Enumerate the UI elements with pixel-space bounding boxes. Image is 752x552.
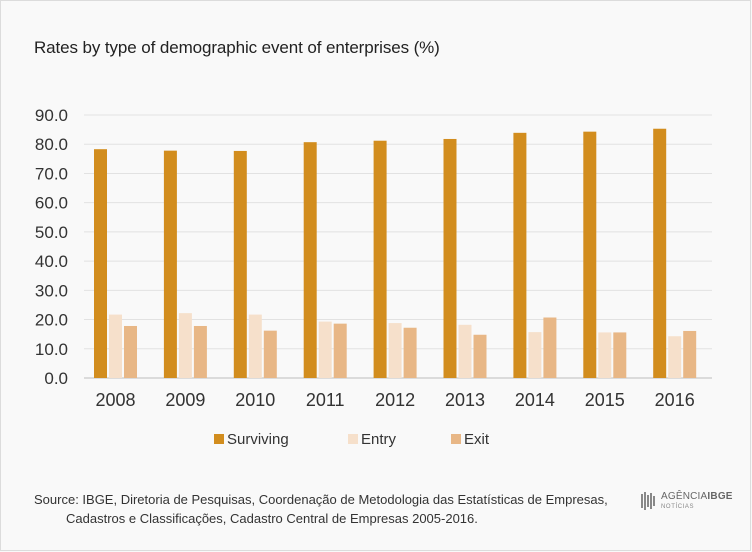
legend-label-exit: Exit bbox=[464, 431, 490, 448]
y-tick-label: 80.0 bbox=[35, 135, 68, 154]
legend: Surviving Entry Exit bbox=[214, 431, 490, 448]
bar-surviving-2009 bbox=[163, 150, 177, 378]
bar-surviving-2015 bbox=[583, 131, 597, 378]
logo-text-bold: IBGE bbox=[707, 491, 733, 502]
y-tick-label: 0.0 bbox=[44, 369, 68, 388]
bar-surviving-2013 bbox=[443, 138, 457, 378]
y-tick-label: 70.0 bbox=[35, 164, 68, 183]
bar-entry-2011 bbox=[318, 321, 332, 378]
bar-exit-2015 bbox=[613, 332, 627, 378]
y-tick-label: 60.0 bbox=[35, 194, 68, 213]
x-tick-label: 2010 bbox=[235, 390, 275, 410]
legend-label-entry: Entry bbox=[361, 431, 397, 448]
source-line-2: Cadastros e Classificações, Cadastro Cen… bbox=[66, 511, 478, 526]
source-line-1: Source: IBGE, Diretoria de Pesquisas, Co… bbox=[34, 492, 608, 507]
y-tick-label: 40.0 bbox=[35, 252, 68, 271]
bar-entry-2014 bbox=[528, 332, 542, 378]
gridlines bbox=[84, 114, 712, 379]
bar-exit-2009 bbox=[193, 325, 207, 378]
bar-surviving-2014 bbox=[513, 132, 527, 378]
source-note: Source: IBGE, Diretoria de Pesquisas, Co… bbox=[34, 490, 608, 528]
y-tick-label: 30.0 bbox=[35, 281, 68, 300]
agencia-ibge-logo: AGÊNCIAIBGE NOTÍCIAS bbox=[641, 492, 733, 510]
y-axis-ticks: 0.0 10.0 20.0 30.0 40.0 50.0 60.0 70.0 80.0 90.0 bbox=[35, 106, 68, 388]
x-axis-ticks: 2008 2009 2010 2011 2012 2013 2014 2015 2016 bbox=[95, 390, 694, 410]
legend-label-surviving: Surviving bbox=[227, 431, 289, 448]
bars bbox=[94, 128, 697, 378]
legend-swatch-exit bbox=[451, 434, 461, 444]
bar-surviving-2012 bbox=[373, 140, 387, 378]
legend-swatch-entry bbox=[348, 434, 358, 444]
bar-entry-2009 bbox=[178, 313, 192, 378]
y-tick-label: 50.0 bbox=[35, 223, 68, 242]
y-tick-label: 90.0 bbox=[35, 106, 68, 125]
bar-exit-2014 bbox=[543, 317, 557, 378]
bar-exit-2012 bbox=[403, 327, 417, 378]
x-tick-label: 2014 bbox=[515, 390, 555, 410]
bar-entry-2015 bbox=[598, 332, 612, 378]
bar-entry-2012 bbox=[388, 323, 402, 378]
logo-subtext: NOTÍCIAS bbox=[661, 504, 695, 510]
bar-surviving-2016 bbox=[653, 128, 667, 378]
bar-entry-2008 bbox=[109, 314, 122, 378]
bar-entry-2010 bbox=[248, 314, 262, 378]
ibge-logo-icon bbox=[641, 492, 655, 510]
x-tick-label: 2012 bbox=[375, 390, 415, 410]
bar-exit-2010 bbox=[263, 330, 277, 378]
bar-surviving-2008 bbox=[94, 149, 107, 378]
x-tick-label: 2009 bbox=[165, 390, 205, 410]
x-tick-label: 2016 bbox=[655, 390, 695, 410]
x-tick-label: 2011 bbox=[306, 390, 345, 410]
logo-text-light: AGÊNCIA bbox=[661, 491, 708, 502]
bar-surviving-2010 bbox=[233, 150, 247, 378]
bar-surviving-2011 bbox=[303, 142, 317, 378]
bar-chart: 0.010.020.030.040.050.060.070.080.090.0 … bbox=[35, 106, 712, 448]
x-tick-label: 2008 bbox=[95, 390, 135, 410]
x-tick-label: 2013 bbox=[445, 390, 485, 410]
legend-swatch-surviving bbox=[214, 434, 224, 444]
bar-exit-2011 bbox=[333, 323, 347, 378]
y-tick-label: 10.0 bbox=[35, 340, 68, 359]
logo-text: AGÊNCIAIBGE bbox=[661, 492, 733, 502]
bar-entry-2016 bbox=[668, 336, 682, 378]
bar-exit-2016 bbox=[683, 330, 697, 378]
bar-exit-2008 bbox=[124, 325, 137, 378]
chart-title: Rates by type of demographic event of en… bbox=[34, 38, 440, 57]
y-tick-label: 20.0 bbox=[35, 311, 68, 330]
bar-exit-2013 bbox=[473, 334, 487, 378]
x-tick-label: 2015 bbox=[585, 390, 625, 410]
bar-entry-2013 bbox=[458, 324, 472, 378]
